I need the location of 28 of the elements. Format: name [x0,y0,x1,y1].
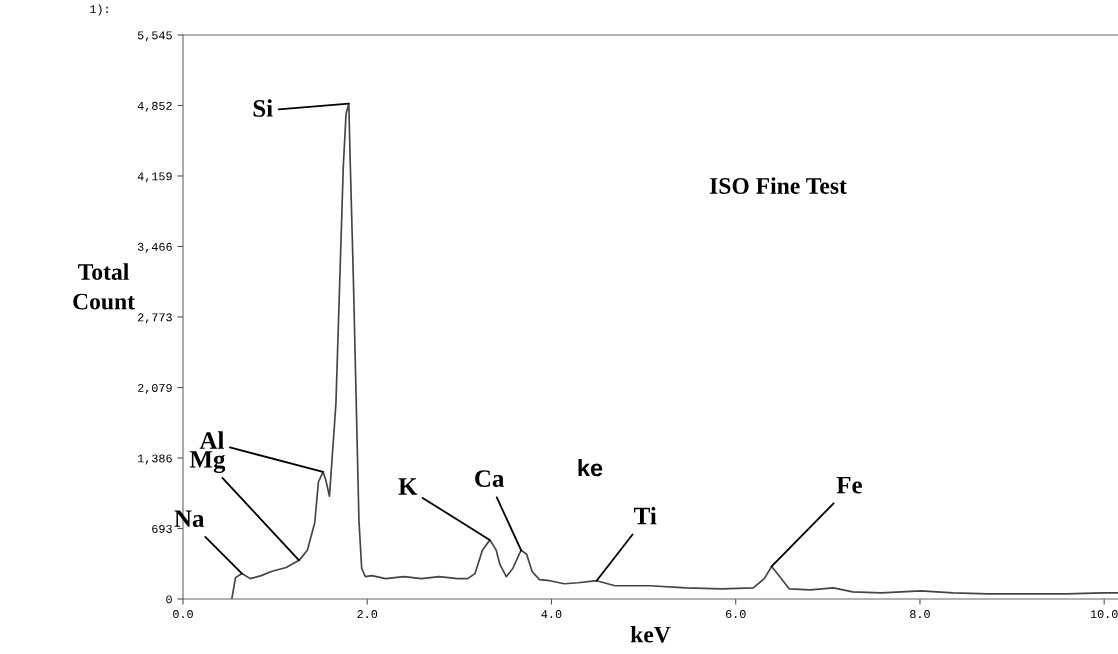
x-tick-label: 8.0 [910,610,930,619]
annotation: Mg [189,451,226,474]
y-tick-label: 1,386 [138,454,172,465]
y-tick-label: 693 [152,524,172,533]
x-tick-label: 2.0 [357,610,378,619]
x-tick-label: 6.0 [725,610,746,619]
annotation: K [398,478,418,495]
x-tick-label: 0.0 [173,610,193,619]
x-axis-title: keV [630,625,671,643]
y-tick-label: 5,545 [137,31,172,42]
text: 1): [90,4,108,16]
annotation: ISO Fine Test [709,177,847,194]
annotation: Ca [475,470,505,487]
annotation: ke [578,458,603,477]
y-tick-label: 4,159 [137,172,172,183]
y-axis-title: Total Count [73,263,135,310]
y-tick-label: 3,466 [137,242,172,253]
annotation: Fe [836,476,862,494]
y-tick-label: 2,079 [137,383,172,394]
annotation: Si [253,99,273,117]
annotation: Ti [634,506,657,525]
y-tick-label: 2,773 [137,313,172,324]
y-tick-label: 4,852 [137,101,172,112]
annotation: Na [174,510,205,528]
annotation: Al [199,431,224,449]
x-tick-label: 10.0 [1090,610,1118,619]
y-tick-label: 0 [166,595,172,604]
x-tick-label: 4.0 [541,610,562,619]
